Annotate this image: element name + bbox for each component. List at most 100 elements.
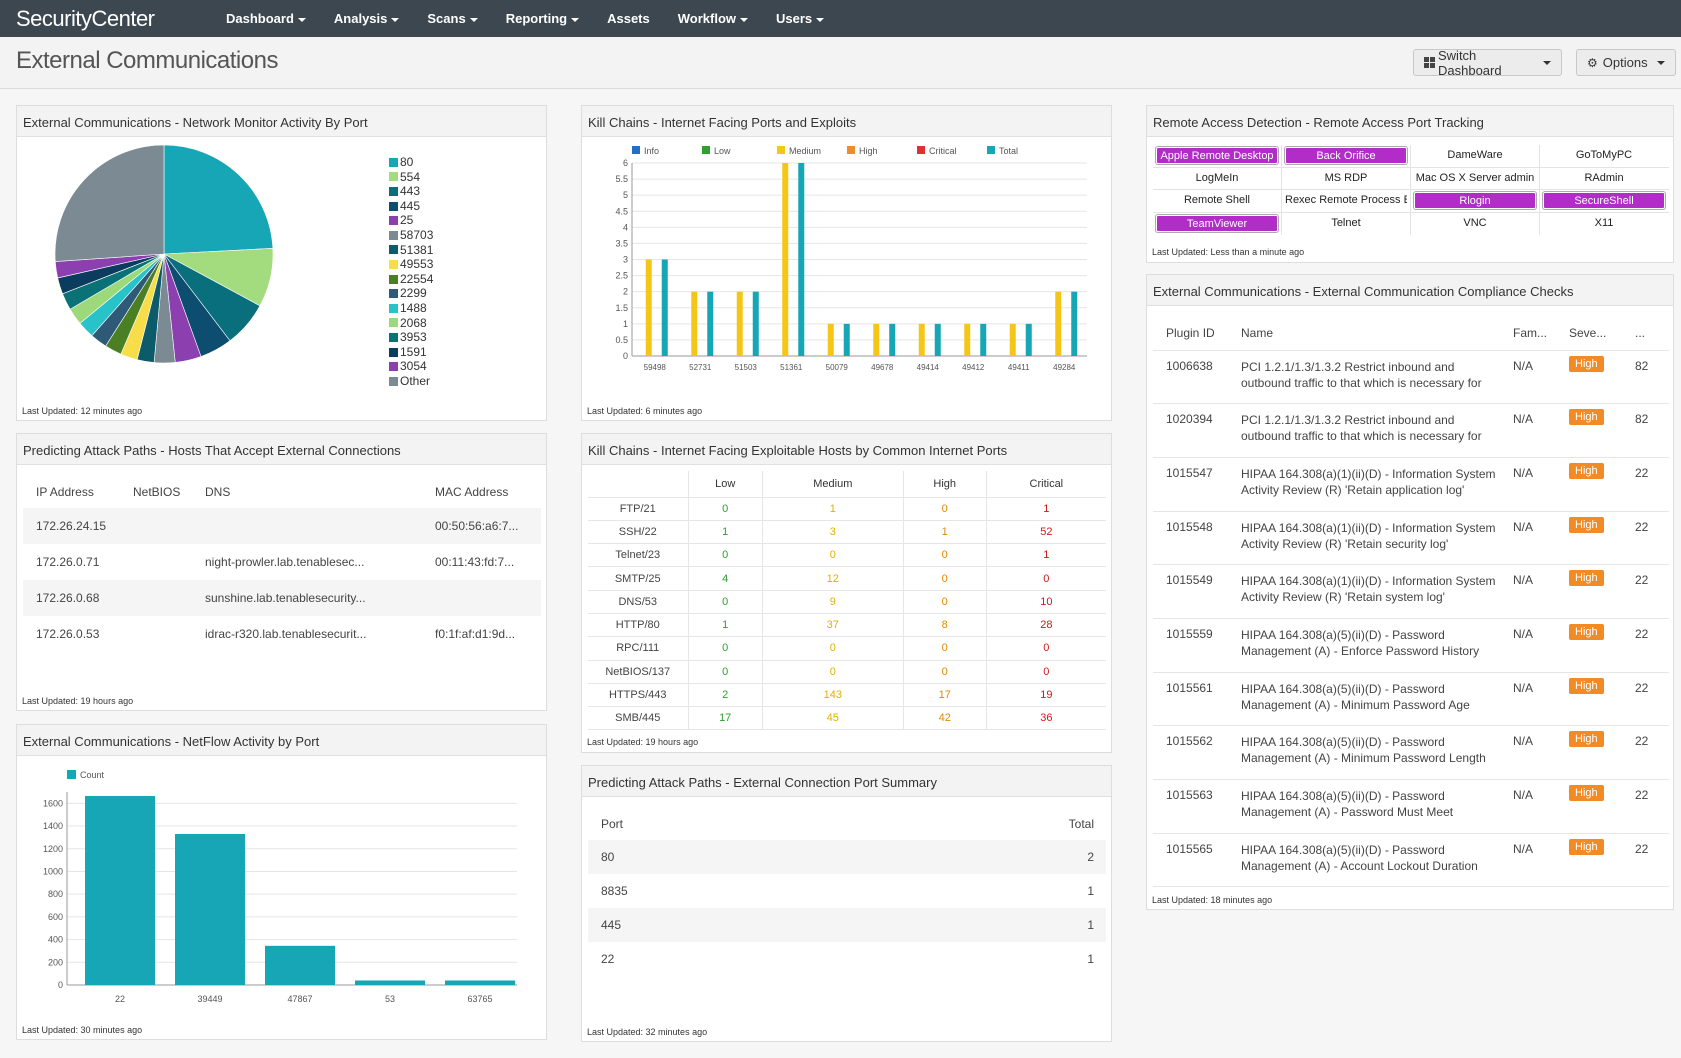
table-row[interactable]: 8835 1 [588,874,1106,908]
bar-total[interactable] [889,323,896,356]
bar-count[interactable] [355,980,425,985]
legend-item[interactable]: Other [389,374,433,389]
nav-item-analysis[interactable]: Analysis [334,11,400,26]
remote-access-cell[interactable]: SecureShell [1543,192,1665,209]
table-row[interactable]: RPC/111 0 0 0 0 [588,636,1106,661]
column-header[interactable]: Fam... [1513,325,1548,340]
nav-item-assets[interactable]: Assets [607,11,650,26]
remote-access-cell[interactable]: Mac OS X Server admin [1415,171,1535,184]
legend-item[interactable]: 443 [389,184,433,199]
nav-item-users[interactable]: Users [776,11,825,26]
legend-item[interactable]: 51381 [389,243,433,258]
table-row[interactable]: 1015559 HIPAA 164.308(a)(5)(ii)(D) - Pass… [1153,618,1669,673]
remote-access-cell[interactable]: Remote Shell [1183,194,1251,206]
legend-item[interactable]: 2299 [389,286,433,301]
legend-item[interactable]: 49553 [389,257,433,272]
remote-access-cell[interactable]: Back Orifice [1285,147,1407,164]
remote-access-cell[interactable]: MS RDP [1324,171,1368,184]
nav-item-dashboard[interactable]: Dashboard [226,11,306,26]
table-row[interactable]: 22 1 [588,942,1106,976]
bar-medium[interactable] [1009,323,1016,356]
table-row[interactable]: 80 2 [588,840,1106,874]
column-header[interactable]: DNS [205,484,231,499]
table-row[interactable]: NetBIOS/137 0 0 0 0 [588,660,1106,684]
bar-count[interactable] [445,980,515,985]
table-row[interactable]: 172.26.0.53 idrac-r320.lab.tenablesecurit… [23,616,541,652]
bar-total[interactable] [934,323,941,356]
column-header[interactable]: High [902,471,987,498]
table-row[interactable]: DNS/53 0 9 0 10 [588,590,1106,614]
legend-item[interactable]: 1591 [389,345,433,360]
remote-access-cell[interactable]: TeamViewer [1156,214,1278,232]
nav-item-scans[interactable]: Scans [427,11,478,26]
bar-total[interactable] [843,323,850,356]
remote-access-cell[interactable]: Telnet [1331,216,1361,229]
column-header[interactable]: NetBIOS [133,484,181,499]
table-row[interactable]: 172.26.0.71 night-prowler.lab.tenablesec.… [23,544,541,580]
column-header[interactable]: IP Address [36,484,94,499]
table-row[interactable]: 172.26.0.68 sunshine.lab.tenablesecurity.… [23,580,541,616]
legend-item[interactable]: 2068 [389,316,433,331]
table-row[interactable]: SMB/445 17 45 42 36 [588,706,1106,731]
legend-item[interactable]: 1488 [389,301,433,316]
bar-medium[interactable] [782,163,789,356]
bar-medium[interactable] [873,323,880,356]
column-header[interactable]: Total [1068,816,1094,831]
bar-medium[interactable] [736,291,743,356]
table-row[interactable]: 1015548 HIPAA 164.308(a)(1)(ii)(D) - Info… [1153,511,1669,565]
remote-access-cell[interactable]: Rlogin [1414,192,1536,209]
legend-item[interactable]: 80 [389,155,433,170]
legend-item[interactable]: 22554 [389,272,433,287]
table-row[interactable]: 1006638 PCI 1.2.1/1.3/1.3.2 Restrict inbo… [1153,350,1669,404]
column-header[interactable]: MAC Address [435,484,509,499]
bar-count[interactable] [85,795,155,985]
table-row[interactable]: 1020394 PCI 1.2.1/1.3/1.3.2 Restrict inbo… [1153,404,1669,458]
bar-medium[interactable] [918,323,925,356]
column-header[interactable]: Medium [761,471,904,498]
remote-access-cell[interactable]: LogMeIn [1195,171,1239,184]
app-logo[interactable]: SecurityCenter [16,5,155,31]
table-row[interactable]: 445 1 [588,908,1106,942]
bar-medium[interactable] [691,291,698,356]
column-header[interactable]: Port [601,816,624,831]
nav-item-workflow[interactable]: Workflow [678,11,748,26]
legend-item[interactable]: 445 [389,199,433,214]
remote-access-cell[interactable]: Rexec Remote Process Exec [1285,194,1407,206]
table-row[interactable]: 1015561 HIPAA 164.308(a)(5)(ii)(D) - Pass… [1153,672,1669,726]
bar-count[interactable] [265,945,335,985]
legend-item[interactable]: 25 [389,213,433,228]
table-row[interactable]: HTTP/80 1 37 8 28 [588,613,1106,638]
options-button[interactable]: ⚙ Options [1576,49,1676,76]
bar-total[interactable] [707,291,714,356]
table-row[interactable]: FTP/21 0 1 0 1 [588,497,1106,521]
bar-total[interactable] [661,259,668,357]
bar-total[interactable] [752,291,759,356]
legend-item[interactable]: 3054 [389,359,433,374]
column-header[interactable]: Seve... [1569,325,1607,340]
legend-item[interactable]: 58703 [389,228,433,243]
column-header[interactable]: ... [1635,325,1646,340]
bar-medium[interactable] [1055,291,1062,356]
remote-access-cell[interactable]: DameWare [1447,149,1503,161]
table-row[interactable]: 1015565 HIPAA 164.308(a)(5)(ii)(D) - Pass… [1153,833,1669,887]
table-row[interactable]: HTTPS/443 2 143 17 19 [588,683,1106,708]
bar-medium[interactable] [827,323,834,356]
bar-total[interactable] [1025,323,1032,356]
remote-access-cell[interactable]: VNC [1463,216,1487,229]
pie-slice-80[interactable] [163,144,274,255]
bar-total[interactable] [980,323,987,356]
table-row[interactable]: 1015547 HIPAA 164.308(a)(1)(ii)(D) - Info… [1153,457,1669,512]
bar-total[interactable] [1071,291,1078,356]
nav-item-reporting[interactable]: Reporting [506,11,580,26]
column-header[interactable]: Critical [985,471,1106,498]
remote-access-cell[interactable]: GoToMyPC [1575,149,1633,161]
table-row[interactable]: 1015562 HIPAA 164.308(a)(5)(ii)(D) - Pass… [1153,726,1669,780]
table-row[interactable]: Telnet/23 0 0 0 1 [588,543,1106,568]
bar-count[interactable] [175,834,245,985]
bar-medium[interactable] [645,259,652,357]
column-header[interactable]: Plugin ID [1166,325,1215,340]
bar-medium[interactable] [964,323,971,356]
column-header[interactable]: Name [1241,325,1274,340]
table-row[interactable]: 172.26.24.15 00:50:56:a6:7... [23,508,541,544]
switch-dashboard-button[interactable]: Switch Dashboard [1413,48,1562,78]
